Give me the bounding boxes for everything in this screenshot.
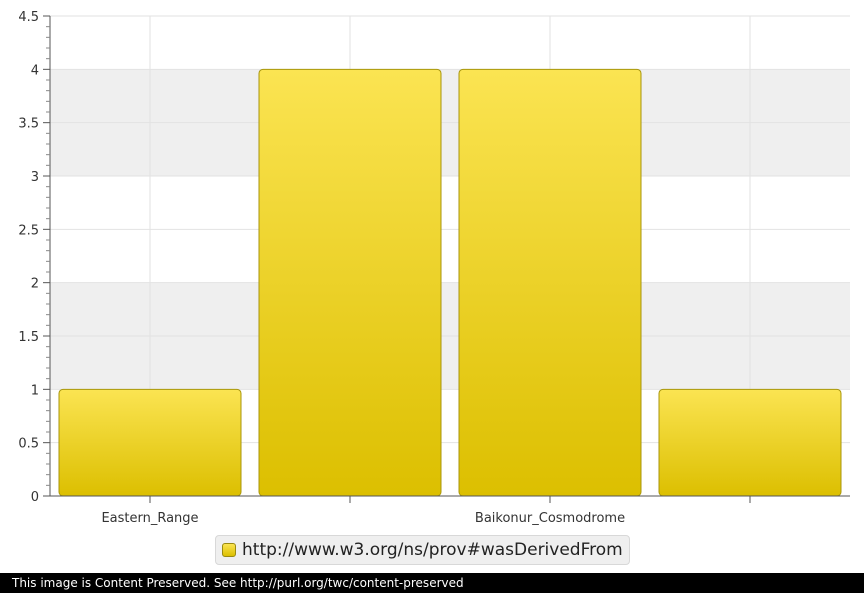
legend: http://www.w3.org/ns/prov#wasDerivedFrom xyxy=(215,535,630,565)
grid-band xyxy=(50,69,850,123)
y-tick-label: 1 xyxy=(31,383,39,398)
x-tick-label: Eastern_Range xyxy=(101,511,198,526)
y-tick-label: 4.5 xyxy=(18,10,39,25)
bar xyxy=(458,68,642,497)
content-preserved-footer: This image is Content Preserved. See htt… xyxy=(0,573,864,593)
bars-group xyxy=(58,68,842,497)
y-tick-label: 1.5 xyxy=(18,330,39,345)
y-tick-label: 0.5 xyxy=(18,437,39,452)
x-tick-label: Baikonur_Cosmodrome xyxy=(475,511,625,526)
bar-chart: 0 0.5 1 1.5 2 2.5 3 3.5 4 4.5 Eastern_Range Baikon… xyxy=(18,10,850,526)
grid-band xyxy=(50,122,850,176)
plot-background xyxy=(50,16,850,496)
legend-swatch xyxy=(222,543,236,557)
y-tick-label: 0 xyxy=(31,490,39,505)
y-tick-label: 4 xyxy=(31,63,39,78)
axes-group xyxy=(43,15,850,503)
y-tick-labels: 0 0.5 1 1.5 2 2.5 3 3.5 4 4.5 xyxy=(18,10,39,505)
y-tick-label: 2.5 xyxy=(18,223,39,238)
bar xyxy=(258,68,442,497)
y-tick-label: 3 xyxy=(31,170,39,185)
legend-label: http://www.w3.org/ns/prov#wasDerivedFrom xyxy=(242,540,623,560)
grid-band xyxy=(50,336,850,390)
x-tick-labels: Eastern_Range Baikonur_Cosmodrome xyxy=(101,511,625,526)
grid-band xyxy=(50,282,850,336)
y-tick-label: 2 xyxy=(31,277,39,292)
bar xyxy=(58,388,242,497)
bar xyxy=(658,388,842,497)
y-tick-label: 3.5 xyxy=(18,117,39,132)
